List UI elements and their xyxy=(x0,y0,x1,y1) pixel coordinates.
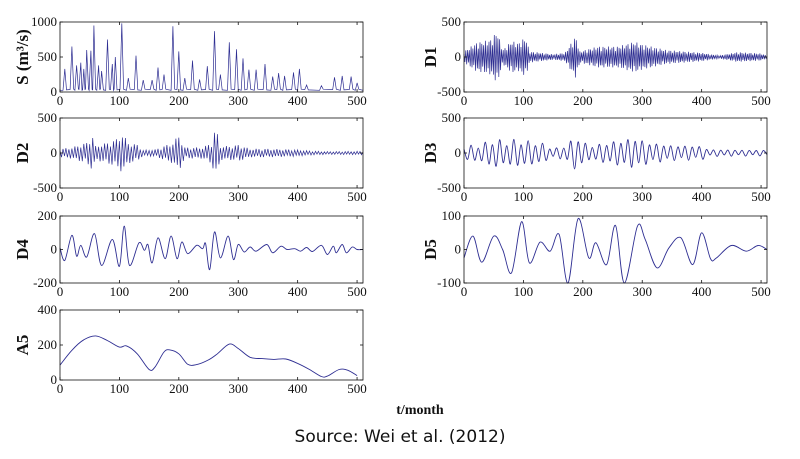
x-tick-label: 0 xyxy=(57,93,64,108)
x-tick-label: 500 xyxy=(347,93,367,108)
series-line-D1 xyxy=(463,34,768,81)
x-tick-label: 100 xyxy=(110,189,130,204)
x-tick-label: 100 xyxy=(514,189,534,204)
y-axis-label-D2: D2 xyxy=(13,143,32,164)
y-axis-label-A5: A5 xyxy=(13,335,32,356)
panel-A5: 0 100 200 300 400 500 0 200 400 A5 xyxy=(13,302,367,396)
x-tick-label: 300 xyxy=(228,284,248,299)
x-tick-label: 200 xyxy=(573,93,593,108)
y-tick-label: 500 xyxy=(38,49,58,64)
y-tick-label: -500 xyxy=(33,180,57,195)
y-tick-label: 0 xyxy=(51,372,58,387)
x-tick-label: 200 xyxy=(169,284,189,299)
series-line-A5 xyxy=(59,335,358,378)
x-axis-label: t/month xyxy=(396,403,444,418)
source-caption: Source: Wei et al. (2012) xyxy=(294,427,506,447)
series-line-S xyxy=(60,23,364,92)
y-tick-label: 0 xyxy=(455,145,462,160)
x-tick-label: 200 xyxy=(169,93,189,108)
x-tick-label: 400 xyxy=(692,93,712,108)
x-tick-label: 200 xyxy=(573,189,593,204)
y-tick-label: 400 xyxy=(38,302,58,317)
axes-frame-D4 xyxy=(59,215,364,284)
x-tick-label: 300 xyxy=(228,189,248,204)
y-tick-label: 0 xyxy=(51,84,58,99)
y-tick-label: 0 xyxy=(455,49,462,64)
x-tick-label: 0 xyxy=(57,189,64,204)
x-tick-label: 500 xyxy=(347,284,367,299)
x-tick-label: 100 xyxy=(514,93,534,108)
x-tick-label: 300 xyxy=(632,93,652,108)
x-tick-label: 100 xyxy=(514,284,534,299)
x-tick-label: 200 xyxy=(573,284,593,299)
series-line-D2 xyxy=(59,132,364,172)
x-tick-label: 400 xyxy=(692,284,712,299)
x-tick-label: 200 xyxy=(169,381,189,396)
series-line-D3 xyxy=(463,138,768,170)
x-tick-label: 500 xyxy=(751,284,771,299)
x-tick-label: 300 xyxy=(228,93,248,108)
y-tick-label: 200 xyxy=(38,337,58,352)
axes-frame-S xyxy=(59,21,364,93)
x-tick-label: 0 xyxy=(461,284,468,299)
y-tick-label: 0 xyxy=(51,145,58,160)
x-tick-label: 100 xyxy=(110,381,130,396)
y-tick-label: -500 xyxy=(437,180,461,195)
x-tick-label: 400 xyxy=(288,189,308,204)
x-tick-label: 0 xyxy=(461,189,468,204)
series-line-D5 xyxy=(463,218,768,284)
x-tick-label: 200 xyxy=(169,189,189,204)
y-tick-label: -500 xyxy=(437,84,461,99)
x-tick-label: 0 xyxy=(461,93,468,108)
y-tick-label: 200 xyxy=(38,208,58,223)
y-axis-label-D1: D1 xyxy=(421,47,440,68)
y-tick-label: 500 xyxy=(442,110,462,125)
y-tick-label: 0 xyxy=(51,242,58,257)
x-tick-label: 500 xyxy=(751,93,771,108)
x-tick-label: 500 xyxy=(751,189,771,204)
y-axis-label-D5: D5 xyxy=(421,239,440,260)
axes-frame-A5 xyxy=(59,309,364,381)
x-tick-label: 300 xyxy=(228,381,248,396)
y-axis-label-S: S (m³/s) xyxy=(13,29,32,85)
x-tick-label: 100 xyxy=(110,284,130,299)
series-line-D4 xyxy=(59,225,364,271)
x-tick-label: 100 xyxy=(110,93,130,108)
x-tick-label: 0 xyxy=(57,284,64,299)
x-tick-label: 500 xyxy=(347,189,367,204)
y-tick-label: 1000 xyxy=(31,14,57,29)
axes-frame-D1 xyxy=(463,21,768,93)
x-tick-label: 400 xyxy=(288,93,308,108)
x-tick-label: 400 xyxy=(692,189,712,204)
y-tick-label: 0 xyxy=(455,242,462,257)
y-axis-label-D3: D3 xyxy=(421,143,440,164)
y-tick-label: 500 xyxy=(442,14,462,29)
x-tick-label: 300 xyxy=(632,189,652,204)
x-tick-label: 400 xyxy=(288,284,308,299)
y-tick-label: -100 xyxy=(437,275,461,290)
y-tick-label: 500 xyxy=(38,110,58,125)
y-axis-label-D4: D4 xyxy=(13,239,32,260)
x-tick-label: 400 xyxy=(288,381,308,396)
x-tick-label: 0 xyxy=(57,381,64,396)
x-tick-label: 500 xyxy=(347,381,367,396)
y-tick-label: 100 xyxy=(442,208,462,223)
x-tick-label: 300 xyxy=(632,284,652,299)
y-tick-label: -200 xyxy=(33,275,57,290)
